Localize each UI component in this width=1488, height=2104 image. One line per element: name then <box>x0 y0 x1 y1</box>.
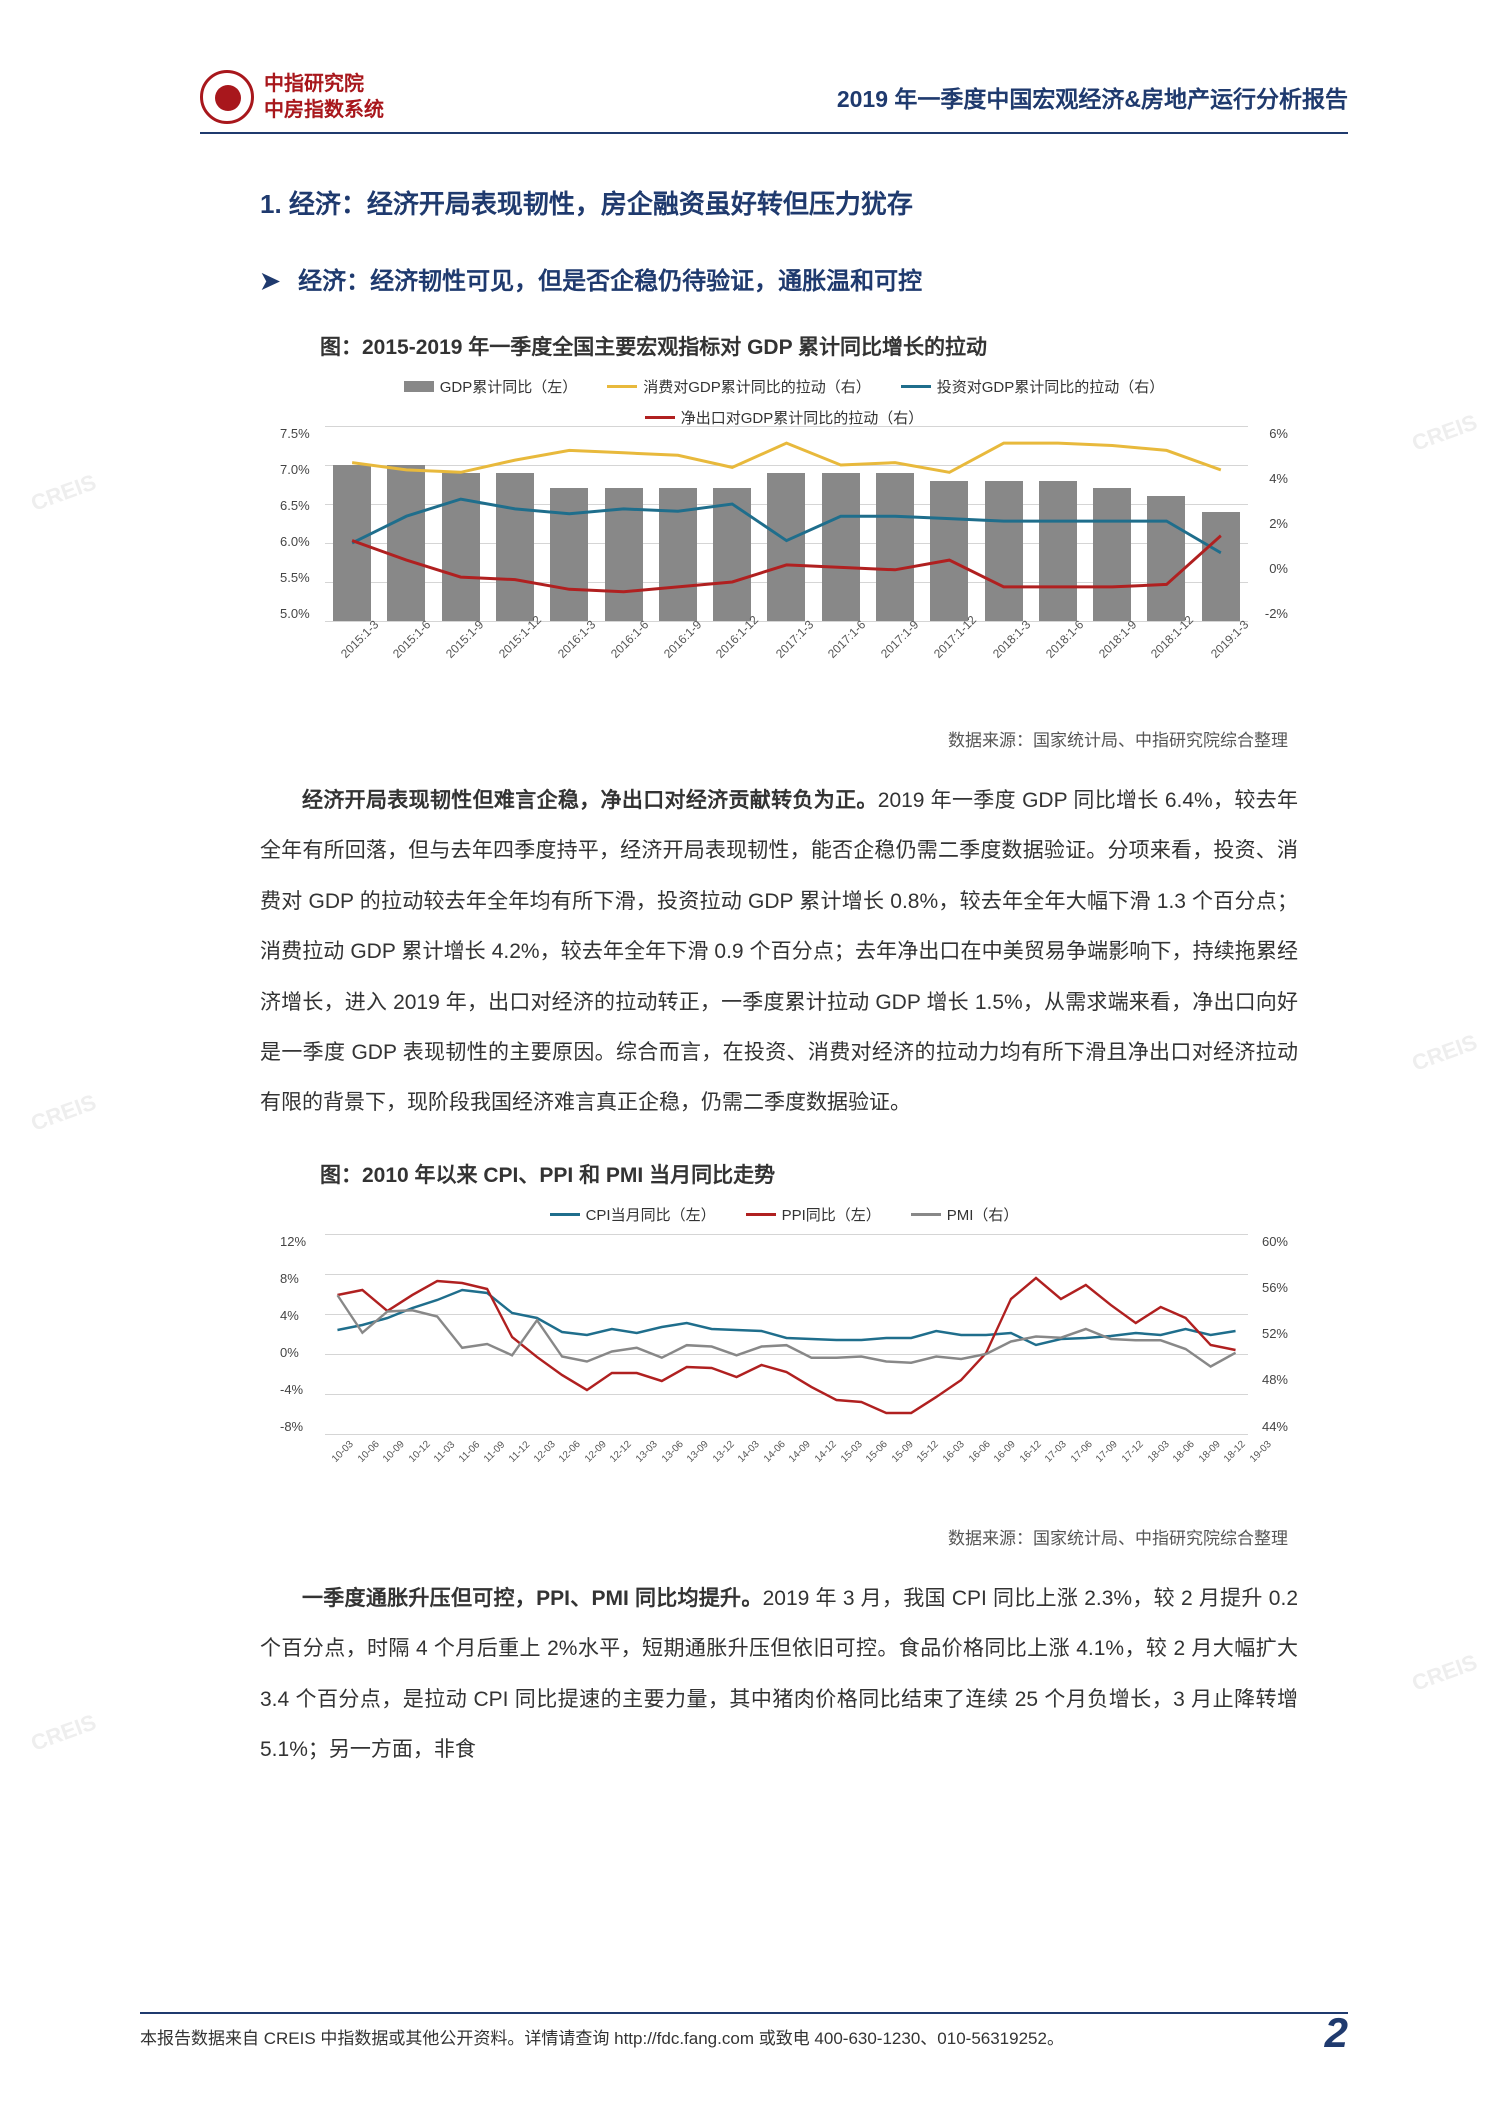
chart2: CPI当月同比（左） PPI同比（左） PMI（右） 12%8%4%0%-4%-8%… <box>280 1204 1288 1514</box>
legend-swatch <box>550 1213 580 1216</box>
header: 中指研究院 中房指数系统 2019 年一季度中国宏观经济&房地产运行分析报告 <box>200 70 1348 124</box>
chart1-y-left: 7.5%7.0%6.5%6.0%5.5%5.0% <box>280 426 310 621</box>
chart2-plot <box>325 1234 1248 1434</box>
legend-item: 消费对GDP累计同比的拉动（右） <box>607 376 871 397</box>
legend-swatch <box>404 381 434 392</box>
paragraph-2: 一季度通胀升压但可控，PPI、PMI 同比均提升。2019 年 3 月，我国 C… <box>260 1574 1298 1776</box>
chart1-source: 数据来源：国家统计局、中指研究院综合整理 <box>200 726 1288 751</box>
h1-text: 经济：经济开局表现韧性，房企融资虽好转但压力犹存 <box>289 189 913 219</box>
section-h1: 1. 经济：经济开局表现韧性，房企融资虽好转但压力犹存 <box>260 184 1348 221</box>
logo-icon <box>200 70 254 124</box>
h1-number: 1. <box>260 189 282 219</box>
para2-bold: 一季度通胀升压但可控，PPI、PMI 同比均提升。 <box>302 1587 763 1610</box>
para1-bold: 经济开局表现韧性但难言企稳，净出口对经济贡献转负为正。 <box>302 789 878 812</box>
org-name: 中指研究院 中房指数系统 <box>264 71 384 123</box>
chart1: GDP累计同比（左） 消费对GDP累计同比的拉动（右） 投资对GDP累计同比的拉动（… <box>280 376 1288 716</box>
paragraph-1: 经济开局表现韧性但难言企稳，净出口对经济贡献转负为正。2019 年一季度 GDP… <box>260 776 1298 1129</box>
report-title: 2019 年一季度中国宏观经济&房地产运行分析报告 <box>837 80 1348 114</box>
legend-swatch <box>911 1213 941 1216</box>
footer-text: 本报告数据来自 CREIS 中指数据或其他公开资料。详情请查询 http://f… <box>140 2029 1064 2048</box>
legend-label: PPI同比（左） <box>782 1204 881 1225</box>
legend-item: 净出口对GDP累计同比的拉动（右） <box>645 407 924 428</box>
legend-swatch <box>746 1213 776 1216</box>
org-line2: 中房指数系统 <box>264 97 384 123</box>
legend-item: PMI（右） <box>911 1204 1019 1225</box>
arrow-icon: ➤ <box>260 267 280 296</box>
legend-item: GDP累计同比（左） <box>404 376 578 397</box>
chart2-title: 图：2010 年以来 CPI、PPI 和 PMI 当月同比走势 <box>320 1159 1348 1189</box>
legend-item: 投资对GDP累计同比的拉动（右） <box>901 376 1165 397</box>
legend-item: CPI当月同比（左） <box>550 1204 716 1225</box>
chart1-legend: GDP累计同比（左） 消费对GDP累计同比的拉动（右） 投资对GDP累计同比的拉动（… <box>280 376 1288 428</box>
chart2-lines <box>325 1234 1248 1434</box>
legend-label: 投资对GDP累计同比的拉动（右） <box>937 376 1165 397</box>
legend-label: 消费对GDP累计同比的拉动（右） <box>643 376 871 397</box>
legend-swatch <box>607 385 637 388</box>
chart1-y-right: 6%4%2%0%-2% <box>1265 426 1288 621</box>
org-line1: 中指研究院 <box>264 71 384 97</box>
chart2-source: 数据来源：国家统计局、中指研究院综合整理 <box>200 1524 1288 1549</box>
legend-swatch <box>901 385 931 388</box>
chart2-y-right: 60%56%52%48%44% <box>1262 1234 1288 1434</box>
header-divider <box>200 132 1348 134</box>
legend-label: PMI（右） <box>947 1204 1019 1225</box>
chart1-x-labels: 2015:1-32015:1-62015:1-92015:1-122016:1-… <box>325 626 1248 640</box>
footer-divider <box>140 2012 1348 2014</box>
legend-swatch <box>645 416 675 419</box>
page-number: 2 <box>1325 2009 1348 2057</box>
para1-rest: 2019 年一季度 GDP 同比增长 6.4%，较去年全年有所回落，但与去年四季… <box>260 789 1298 1114</box>
legend-label: GDP累计同比（左） <box>440 376 578 397</box>
h2-text: 经济：经济韧性可见，但是否企稳仍待验证，通胀温和可控 <box>298 268 922 295</box>
chart1-plot <box>325 426 1248 621</box>
legend-label: CPI当月同比（左） <box>586 1204 716 1225</box>
chart2-legend: CPI当月同比（左） PPI同比（左） PMI（右） <box>280 1204 1288 1225</box>
chart1-title: 图：2015-2019 年一季度全国主要宏观指标对 GDP 累计同比增长的拉动 <box>320 331 1348 361</box>
legend-item: PPI同比（左） <box>746 1204 881 1225</box>
legend-label: 净出口对GDP累计同比的拉动（右） <box>681 407 924 428</box>
para2-rest: 2019 年 3 月，我国 CPI 同比上涨 2.3%，较 2 月提升 0.2 … <box>260 1587 1298 1761</box>
footer: 本报告数据来自 CREIS 中指数据或其他公开资料。详情请查询 http://f… <box>140 2012 1348 2049</box>
chart2-y-left: 12%8%4%0%-4%-8% <box>280 1234 306 1434</box>
section-h2: ➤ 经济：经济韧性可见，但是否企稳仍待验证，通胀温和可控 <box>260 261 1348 296</box>
chart2-x-labels: 10-0310-0610-0910-1211-0311-0611-0911-12… <box>325 1439 1248 1450</box>
chart1-lines <box>325 426 1248 621</box>
